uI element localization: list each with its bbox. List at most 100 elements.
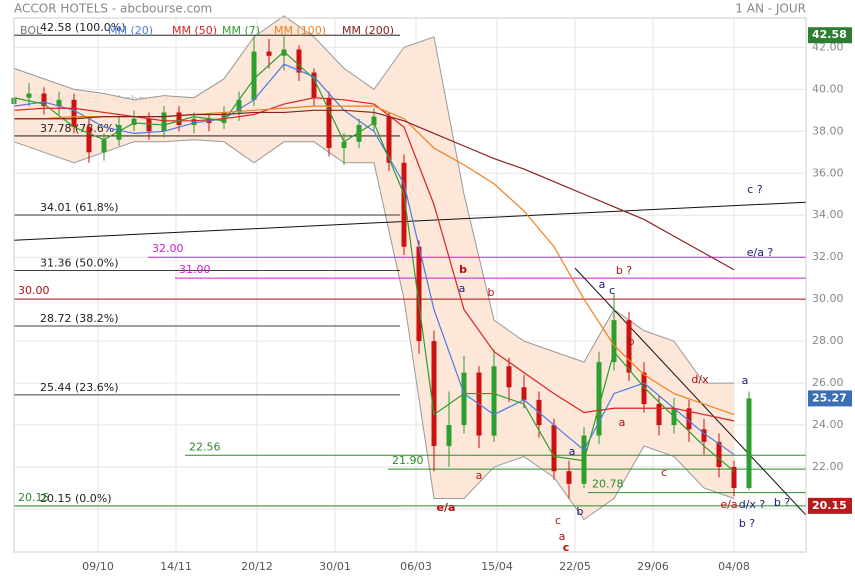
price-tag — [808, 27, 852, 44]
wave-label: c — [555, 514, 561, 527]
level-label: 30.00 — [18, 284, 50, 297]
x-tick-label: 22/05 — [559, 560, 591, 573]
candle-body — [101, 139, 107, 153]
candle-body — [416, 246, 422, 342]
wave-label: a — [459, 282, 466, 295]
wave-label: c — [661, 466, 667, 479]
moving-average — [14, 109, 735, 271]
candle-body — [341, 141, 347, 149]
wave-label: b ? — [774, 496, 790, 509]
candle-body — [551, 425, 557, 472]
candle-body — [266, 51, 272, 56]
moving-average — [13, 63, 735, 455]
trendline — [13, 201, 807, 241]
candle-body — [56, 99, 62, 107]
wave-label: a — [599, 278, 606, 291]
level-label: 21.90 — [392, 454, 424, 467]
candle-body — [191, 118, 197, 126]
wave-label: e/a — [437, 501, 456, 514]
candle-body — [26, 93, 32, 98]
wave-label: a — [559, 530, 566, 543]
level-label: 20.15 — [18, 491, 50, 504]
level-label: 31.00 — [179, 263, 211, 276]
x-tick-label: 15/04 — [481, 560, 513, 573]
x-tick-label: 20/12 — [241, 560, 273, 573]
y-tick-label: 36.00 — [812, 166, 844, 179]
x-tick-label: 06/03 — [400, 560, 432, 573]
candle-body — [131, 118, 137, 126]
price-tag — [808, 390, 852, 407]
candle-body — [686, 408, 692, 430]
candle-body — [146, 118, 152, 132]
price-tag-label: 42.58 — [812, 28, 847, 41]
wave-label: a — [619, 416, 626, 429]
y-tick-label: 28.00 — [812, 334, 844, 347]
plot-frame — [13, 17, 807, 553]
price-tag-label: 20.15 — [812, 499, 847, 512]
candle-body — [491, 366, 497, 436]
candle-body — [371, 116, 377, 126]
candle-body — [746, 398, 752, 489]
wave-label: b ? — [739, 517, 755, 530]
candle-body — [611, 320, 617, 363]
wave-label: d/x — [691, 373, 709, 386]
candle-body — [596, 362, 602, 436]
candle-body — [401, 162, 407, 247]
wave-label: c — [563, 541, 570, 554]
bollinger-line — [13, 139, 735, 521]
wave-label: b — [488, 286, 495, 299]
chart-title: ACCOR HOTELS - abcbourse.com — [14, 2, 212, 16]
y-tick-label: 22.00 — [812, 460, 844, 473]
candle-body — [41, 93, 47, 107]
x-tick-label: 04/08 — [718, 560, 750, 573]
candle-body — [446, 425, 452, 447]
wave-label: e/a — [720, 498, 737, 511]
y-tick-label: 40.00 — [812, 82, 844, 95]
wave-label: d/x ? — [739, 498, 766, 511]
moving-average — [13, 50, 735, 472]
wave-label: b ? — [616, 264, 632, 277]
legend-label: MM (20) — [108, 24, 153, 37]
candle-body — [251, 51, 257, 100]
legend-label: BOL — [20, 24, 43, 37]
fib-label: 37.78 (78.6%) — [40, 122, 119, 135]
x-tick-label: 29/06 — [637, 560, 669, 573]
wave-label: c ? — [747, 183, 763, 196]
legend-label: MM (200) — [342, 24, 394, 37]
y-tick-label: 34.00 — [812, 208, 844, 221]
candle-body — [86, 127, 92, 153]
legend-label: MM (100) — [274, 24, 326, 37]
wave-label: b — [459, 263, 467, 276]
fib-label: 42.58 (100.0%) — [40, 21, 126, 34]
wave-label: b — [577, 505, 584, 518]
candle-body — [656, 404, 662, 426]
level-label: 22.56 — [189, 440, 221, 453]
y-tick-label: 24.00 — [812, 418, 844, 431]
candle-body — [176, 112, 182, 126]
x-tick-label: 14/11 — [160, 560, 192, 573]
wave-label: e/a ? — [747, 246, 774, 259]
candle-body — [641, 372, 647, 405]
candle-body — [461, 372, 467, 426]
candle-body — [386, 116, 392, 163]
y-tick-label: 38.00 — [812, 124, 844, 137]
candle-body — [311, 72, 317, 98]
x-tick-label: 30/01 — [319, 560, 351, 573]
fib-label: 28.72 (38.2%) — [40, 312, 119, 325]
candle-body — [296, 49, 302, 73]
wave-label: a — [476, 469, 483, 482]
wave-label: a — [569, 445, 576, 458]
price-tag-label: 25.27 — [812, 391, 847, 404]
candle-body — [71, 99, 77, 128]
legend-label: MM (50) — [172, 24, 217, 37]
period: 1 AN - JOUR — [735, 2, 806, 16]
candle-body — [281, 49, 287, 56]
y-tick-label: 30.00 — [812, 292, 844, 305]
y-tick-label: 26.00 — [812, 376, 844, 389]
fib-label: 34.01 (61.8%) — [40, 201, 119, 214]
candle-body — [716, 441, 722, 468]
candle-body — [506, 366, 512, 388]
candle-body — [356, 125, 362, 142]
fib-label: 25.44 (23.6%) — [40, 381, 119, 394]
